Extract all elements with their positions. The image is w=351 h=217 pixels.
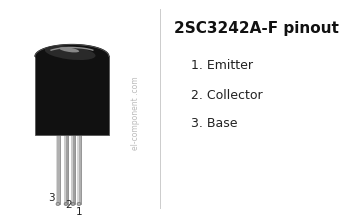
Text: el-component .com: el-component .com: [131, 76, 140, 150]
Text: 1: 1: [76, 207, 82, 217]
Ellipse shape: [77, 202, 81, 206]
Ellipse shape: [56, 202, 60, 206]
FancyBboxPatch shape: [64, 131, 68, 204]
Ellipse shape: [45, 46, 95, 60]
Text: 2SC3242A-F pinout: 2SC3242A-F pinout: [174, 21, 339, 36]
FancyBboxPatch shape: [35, 56, 109, 135]
Text: 3: 3: [49, 193, 55, 203]
Text: 1. Emitter: 1. Emitter: [191, 59, 253, 72]
FancyBboxPatch shape: [71, 131, 75, 204]
FancyBboxPatch shape: [77, 131, 79, 204]
Text: 2: 2: [65, 200, 72, 210]
FancyBboxPatch shape: [72, 131, 73, 204]
Polygon shape: [35, 44, 109, 56]
Ellipse shape: [59, 47, 79, 53]
FancyBboxPatch shape: [77, 131, 81, 204]
FancyBboxPatch shape: [56, 131, 60, 204]
Text: 2. Collector: 2. Collector: [191, 89, 263, 102]
Ellipse shape: [64, 202, 68, 206]
Ellipse shape: [71, 202, 75, 206]
FancyBboxPatch shape: [56, 131, 58, 204]
FancyBboxPatch shape: [65, 131, 66, 204]
Text: 3. Base: 3. Base: [191, 117, 238, 130]
